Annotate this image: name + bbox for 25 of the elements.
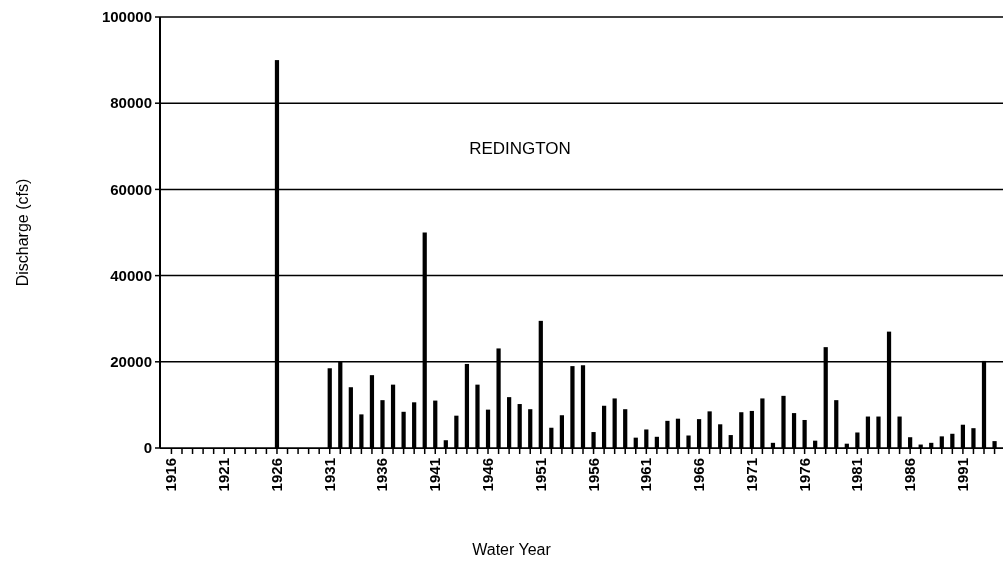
x-tick-label: 1961 (637, 458, 655, 492)
y-tick-label: 80000 (110, 94, 152, 112)
x-tick-label: 1936 (373, 458, 391, 492)
x-tick-label: 1951 (531, 458, 549, 492)
y-tick-label: 0 (143, 439, 152, 457)
x-tick-label: 1986 (901, 458, 919, 492)
x-tick-label: 1931 (320, 458, 338, 492)
annotation: REDINGTON (469, 139, 571, 158)
x-tick-label: 1971 (742, 458, 760, 492)
x-tick-label: 1941 (426, 458, 444, 492)
y-tick-label: 20000 (110, 353, 152, 371)
x-tick-label: 1921 (215, 458, 233, 492)
x-tick-label: 1976 (795, 458, 813, 492)
x-tick-label: 1946 (479, 458, 497, 492)
x-tick-label: 1926 (267, 458, 285, 492)
y-axis-title: Discharge (cfs) (14, 178, 31, 287)
x-axis-title: Water Year (472, 541, 552, 558)
y-tick-label: 100000 (101, 8, 152, 26)
y-tick-label: 60000 (110, 180, 152, 198)
x-tick-label: 1966 (690, 458, 708, 492)
y-tick-label: 40000 (110, 266, 152, 284)
x-tick-label: 1991 (953, 458, 971, 492)
x-tick-label: 1956 (584, 458, 602, 492)
x-tick-label: 1981 (848, 458, 866, 492)
x-tick-label: 1916 (162, 458, 180, 492)
